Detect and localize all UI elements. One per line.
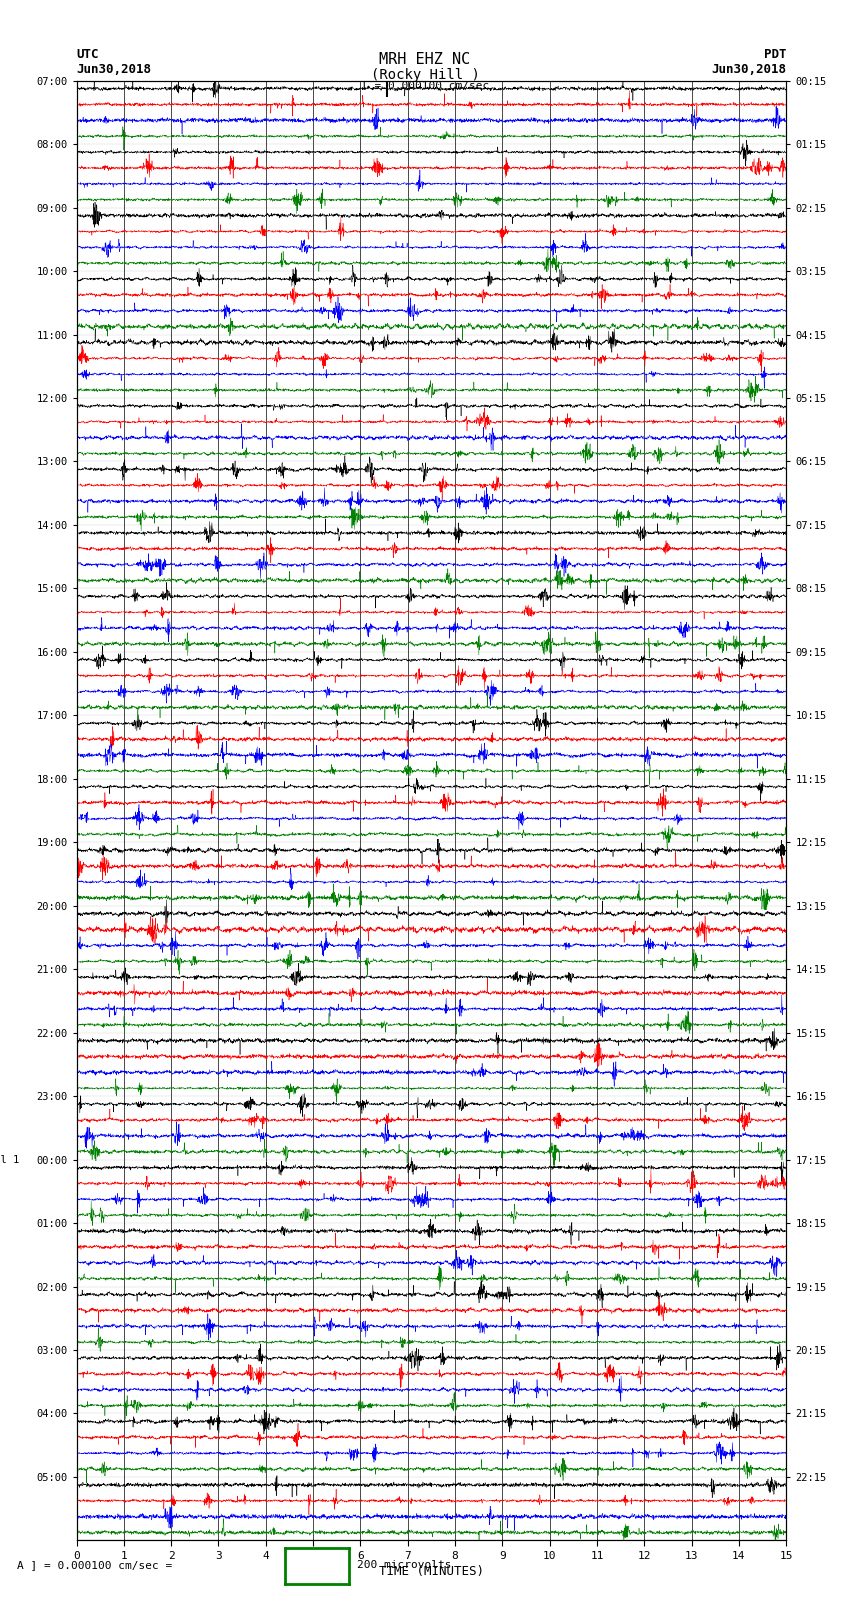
Text: Jul 1: Jul 1	[0, 1155, 20, 1165]
Text: Jun30,2018: Jun30,2018	[76, 63, 151, 76]
Text: Jun30,2018: Jun30,2018	[711, 63, 786, 76]
Text: UTC: UTC	[76, 48, 99, 61]
Text: A ] = 0.000100 cm/sec =: A ] = 0.000100 cm/sec =	[17, 1560, 173, 1569]
Text: I = 0.000100 cm/sec: I = 0.000100 cm/sec	[361, 81, 489, 90]
Text: 200 microvolts: 200 microvolts	[357, 1560, 451, 1569]
Text: MRH EHZ NC: MRH EHZ NC	[379, 52, 471, 66]
X-axis label: TIME (MINUTES): TIME (MINUTES)	[379, 1565, 484, 1578]
Text: PDT: PDT	[764, 48, 786, 61]
Text: (Rocky Hill ): (Rocky Hill )	[371, 68, 479, 82]
